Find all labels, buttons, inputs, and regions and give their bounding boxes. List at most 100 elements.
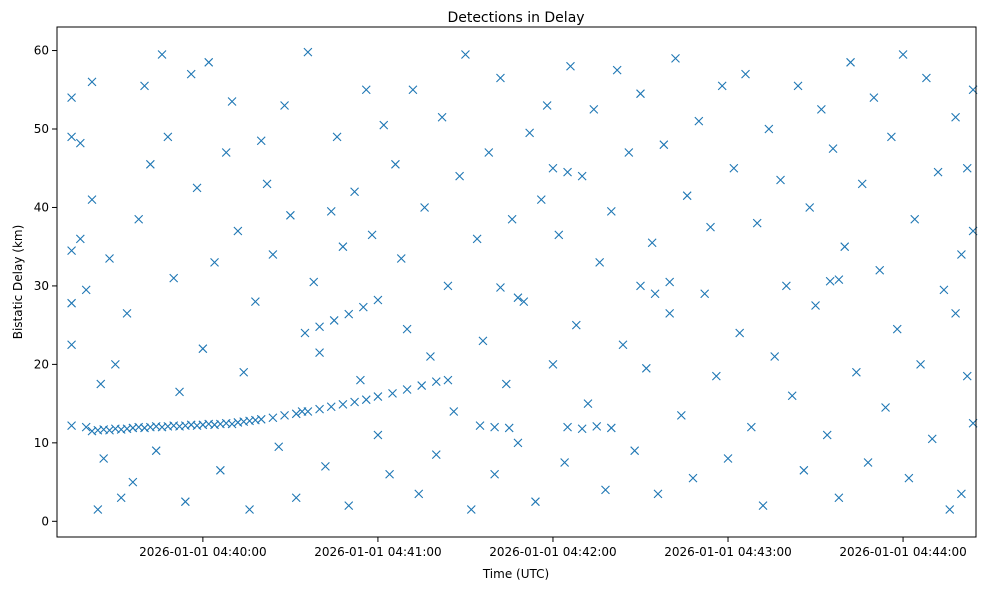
x-tick-label: 2026-01-01 04:41:00 xyxy=(314,545,441,559)
data-point xyxy=(116,493,126,503)
data-point xyxy=(315,348,324,358)
data-point xyxy=(636,281,645,291)
data-point xyxy=(496,283,505,292)
data-point xyxy=(326,206,336,216)
plot-frame xyxy=(56,26,977,538)
data-point xyxy=(490,422,500,432)
data-point xyxy=(513,438,523,448)
data-point xyxy=(927,434,937,444)
data-point xyxy=(297,407,307,416)
data-point xyxy=(239,367,249,377)
data-point xyxy=(157,50,167,59)
data-point xyxy=(776,175,785,185)
data-point xyxy=(764,124,774,134)
data-point xyxy=(898,50,908,59)
data-point xyxy=(916,359,925,369)
data-point xyxy=(595,257,605,267)
data-point xyxy=(402,385,412,394)
data-point xyxy=(105,425,114,435)
data-point xyxy=(344,501,354,511)
data-point xyxy=(563,422,572,432)
data-point xyxy=(735,328,745,338)
data-point xyxy=(869,93,879,103)
data-point xyxy=(846,57,855,67)
x-tick-label: 2026-01-01 04:42:00 xyxy=(489,545,616,559)
data-point xyxy=(414,489,424,499)
data-point xyxy=(945,505,955,514)
data-point xyxy=(350,187,359,197)
data-point xyxy=(910,214,920,224)
data-point xyxy=(490,469,500,479)
data-point xyxy=(367,230,377,240)
data-point xyxy=(922,73,931,83)
data-point xyxy=(417,381,427,390)
x-axis-label: Time (UTC) xyxy=(482,567,549,581)
data-point xyxy=(163,132,173,142)
data-point xyxy=(904,473,914,483)
data-point xyxy=(484,148,494,157)
data-point xyxy=(250,297,260,307)
data-point xyxy=(601,485,610,495)
data-point xyxy=(641,363,651,373)
data-point xyxy=(373,295,383,305)
data-point xyxy=(67,132,76,142)
y-axis-ticks: 0 10 20 30 40 50 60 xyxy=(34,44,57,528)
data-point xyxy=(892,324,902,334)
data-point xyxy=(67,421,76,430)
data-point xyxy=(840,242,850,252)
data-point xyxy=(717,81,727,91)
data-point xyxy=(315,322,324,332)
data-point xyxy=(379,120,389,130)
data-point xyxy=(741,69,750,79)
data-point xyxy=(700,289,710,299)
data-point xyxy=(81,285,91,295)
data-point xyxy=(805,203,815,212)
y-tick-label: 20 xyxy=(34,357,49,371)
data-point xyxy=(140,81,149,91)
data-point xyxy=(227,419,237,429)
data-point xyxy=(437,112,447,122)
data-point xyxy=(361,395,371,405)
data-point xyxy=(513,293,523,303)
data-point xyxy=(571,320,581,330)
data-point xyxy=(606,206,616,216)
data-point xyxy=(822,430,832,440)
data-point xyxy=(577,424,587,434)
data-point xyxy=(87,195,97,205)
data-point xyxy=(665,277,675,287)
data-point xyxy=(525,128,535,138)
data-point xyxy=(105,254,114,263)
data-point xyxy=(385,469,394,479)
data-point xyxy=(350,397,359,407)
data-point xyxy=(589,104,599,114)
data-point xyxy=(688,473,698,483)
data-point xyxy=(221,148,231,157)
data-point xyxy=(531,497,540,507)
data-point xyxy=(962,163,972,173)
data-point xyxy=(262,179,272,189)
data-point xyxy=(828,144,838,154)
y-tick-label: 30 xyxy=(34,279,49,293)
data-point xyxy=(280,101,289,110)
data-point xyxy=(933,167,943,177)
data-point xyxy=(431,377,441,387)
data-point xyxy=(180,497,190,507)
data-point xyxy=(344,309,354,319)
data-point xyxy=(67,298,76,308)
data-point xyxy=(671,53,680,63)
data-point xyxy=(887,132,896,142)
data-point xyxy=(466,505,476,514)
data-point xyxy=(402,324,412,334)
data-point xyxy=(256,136,266,146)
data-point xyxy=(227,97,237,106)
data-point xyxy=(519,297,529,307)
data-point xyxy=(96,379,106,389)
data-point xyxy=(420,203,429,212)
data-point xyxy=(461,50,470,59)
data-point xyxy=(577,171,587,181)
data-point xyxy=(706,222,715,232)
data-point xyxy=(291,409,301,419)
data-point xyxy=(563,167,572,177)
x-tick-label: 2026-01-01 04:40:00 xyxy=(139,545,266,559)
